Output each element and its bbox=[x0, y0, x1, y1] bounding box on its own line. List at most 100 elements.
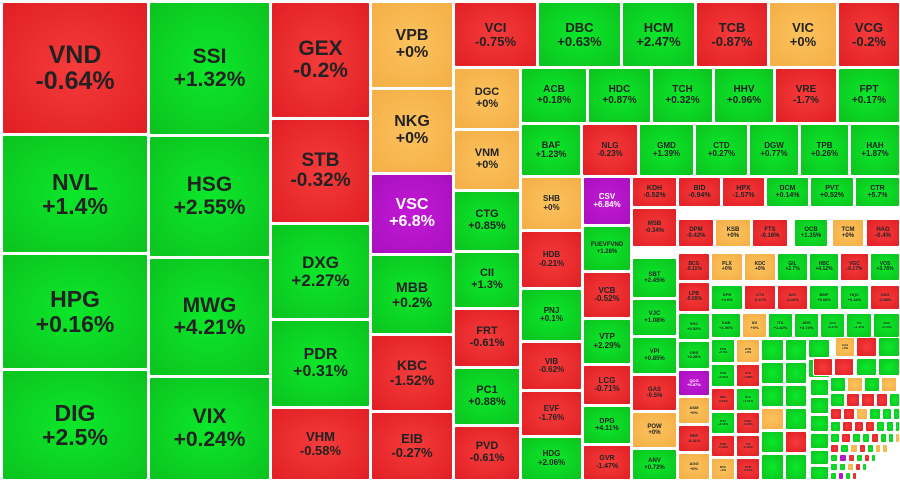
stock-tile-small[interactable] bbox=[761, 454, 784, 480]
stock-tile-small[interactable] bbox=[810, 397, 829, 414]
stock-tile-small[interactable] bbox=[810, 379, 829, 396]
stock-tile-hhv[interactable]: HHV +0.96% bbox=[714, 68, 774, 123]
stock-tile-kdc[interactable]: KDC +0% bbox=[744, 253, 776, 281]
stock-tile-vib[interactable]: VIB -0.62% bbox=[521, 342, 582, 390]
stock-tile-small[interactable] bbox=[830, 463, 838, 471]
stock-tile-drc[interactable]: DRC -0.81% bbox=[711, 388, 735, 411]
stock-tile-szc[interactable]: SZC -0.23% bbox=[777, 285, 808, 310]
stock-tile-small[interactable] bbox=[785, 385, 807, 407]
stock-tile-small[interactable] bbox=[886, 421, 894, 432]
stock-tile-gas[interactable]: GAS -0.5% bbox=[632, 375, 677, 411]
stock-tile-bcg[interactable]: BCG -0.11% bbox=[678, 253, 710, 281]
stock-tile-cng[interactable]: CNG -2.88% bbox=[870, 285, 900, 310]
stock-tile-mwg[interactable]: MWG +4.21% bbox=[149, 258, 270, 376]
stock-tile-small[interactable] bbox=[869, 408, 881, 420]
stock-tile-vgc[interactable]: VGC -0.17% bbox=[840, 253, 869, 281]
stock-tile-nkg[interactable]: NKG +0% bbox=[371, 89, 453, 173]
stock-tile-hdb[interactable]: HDB -0.21% bbox=[521, 231, 582, 288]
stock-tile-vpb[interactable]: VPB +0% bbox=[371, 2, 453, 88]
stock-tile-small[interactable] bbox=[761, 431, 784, 453]
stock-tile-small[interactable] bbox=[830, 454, 838, 462]
stock-tile-vhm[interactable]: VHM -0.58% bbox=[271, 408, 370, 480]
stock-tile-hqc[interactable]: HQC +0.44% bbox=[840, 285, 869, 310]
stock-tile-kdh[interactable]: KDH -0.52% bbox=[632, 177, 677, 207]
stock-tile-evf[interactable]: EVF -1.76% bbox=[521, 391, 582, 436]
stock-tile-small[interactable] bbox=[810, 450, 829, 465]
stock-tile-gvr[interactable]: GVR -1.47% bbox=[583, 445, 631, 480]
stock-tile-acb[interactable]: ACB +0.18% bbox=[521, 68, 587, 123]
stock-tile-small[interactable] bbox=[845, 472, 851, 480]
stock-tile-small[interactable] bbox=[856, 337, 877, 357]
stock-tile-mbb[interactable]: MBB +0.2% bbox=[371, 255, 453, 334]
stock-tile-asm[interactable]: ASM +0% bbox=[678, 397, 710, 424]
stock-tile-small[interactable] bbox=[830, 393, 845, 407]
stock-tile-small[interactable] bbox=[876, 421, 885, 432]
stock-tile-pow[interactable]: POW +0% bbox=[632, 412, 677, 448]
stock-tile-stb[interactable]: STB -0.32% bbox=[271, 119, 370, 223]
stock-tile-small[interactable] bbox=[852, 472, 857, 480]
stock-tile-small[interactable] bbox=[830, 472, 837, 480]
stock-tile-frt[interactable]: FRT -0.61% bbox=[454, 309, 520, 367]
stock-tile-dpm[interactable]: DPM -0.42% bbox=[678, 219, 714, 247]
stock-tile-plx[interactable]: PLX +0% bbox=[711, 253, 743, 281]
stock-tile-small[interactable] bbox=[854, 421, 864, 432]
stock-tile-tpb[interactable]: TPB +0.26% bbox=[800, 124, 849, 176]
stock-tile-small[interactable] bbox=[895, 421, 900, 432]
stock-tile-vix[interactable]: VIX +0.24% bbox=[149, 377, 270, 480]
stock-tile-vhc[interactable]: VHC +0.52% bbox=[678, 313, 710, 340]
stock-tile-small[interactable] bbox=[842, 421, 853, 432]
stock-tile-ocb[interactable]: OCB +1.35% bbox=[794, 219, 828, 247]
stock-tile-small[interactable] bbox=[862, 433, 870, 443]
stock-tile-gil[interactable]: GIL +2.7% bbox=[777, 253, 808, 281]
stock-tile-dpr[interactable]: DPR +2.6% bbox=[711, 285, 743, 310]
stock-tile-nt2[interactable]: NT2 +2.03% bbox=[711, 412, 735, 434]
stock-tile-vjc[interactable]: VJC +1.08% bbox=[632, 299, 677, 336]
stock-tile-agg[interactable]: AGG +0% bbox=[678, 453, 710, 480]
stock-tile-fts[interactable]: FTS -0.16% bbox=[752, 219, 788, 247]
stock-tile-cii[interactable]: CII +1.3% bbox=[454, 252, 520, 308]
stock-tile-small[interactable] bbox=[813, 358, 833, 376]
stock-tile-kbc[interactable]: KBC -1.52% bbox=[371, 335, 453, 411]
stock-tile-small[interactable] bbox=[882, 408, 892, 420]
stock-tile-hah[interactable]: HAH +1.87% bbox=[850, 124, 900, 176]
stock-tile-csv[interactable]: CSV +6.84% bbox=[583, 177, 631, 225]
stock-tile-small[interactable] bbox=[878, 358, 900, 376]
stock-tile-shb[interactable]: SHB +0% bbox=[521, 177, 582, 230]
stock-tile-small[interactable] bbox=[864, 377, 880, 392]
stock-tile-qcg[interactable]: QCG +6.87% bbox=[678, 370, 710, 396]
stock-tile-small[interactable] bbox=[850, 444, 858, 453]
stock-tile-tix[interactable]: TIX +4.47% bbox=[846, 313, 872, 338]
stock-tile-ssb[interactable]: SSB -0.46% bbox=[711, 435, 735, 457]
stock-tile-small[interactable] bbox=[830, 421, 841, 432]
stock-tile-small[interactable] bbox=[808, 339, 830, 358]
stock-tile-pan[interactable]: PAN +0.04% bbox=[711, 364, 735, 387]
stock-tile-fpt[interactable]: FPT +0.17% bbox=[838, 68, 900, 123]
stock-tile-small[interactable] bbox=[865, 421, 875, 432]
stock-tile-vsc[interactable]: VSC +6.8% bbox=[371, 174, 453, 254]
stock-tile-vcg[interactable]: VCG -0.2% bbox=[838, 2, 900, 67]
stock-tile-small[interactable] bbox=[843, 408, 855, 420]
stock-tile-small[interactable] bbox=[862, 463, 867, 471]
stock-tile-small[interactable] bbox=[881, 377, 897, 392]
stock-tile-ach[interactable]: ACH +0.47% bbox=[820, 313, 845, 338]
stock-tile-small[interactable] bbox=[882, 444, 888, 453]
stock-tile-small[interactable] bbox=[839, 463, 846, 471]
stock-tile-vpi[interactable]: VPI +0.85% bbox=[632, 337, 677, 374]
stock-tile-scr[interactable]: SCR +0.15% bbox=[873, 313, 900, 338]
stock-tile-vtp[interactable]: VTP +2.29% bbox=[583, 319, 631, 364]
stock-tile-hpg[interactable]: HPG +0.16% bbox=[2, 254, 148, 369]
stock-tile-small[interactable] bbox=[847, 377, 863, 392]
stock-tile-tcb[interactable]: TCB -0.87% bbox=[696, 2, 768, 67]
stock-tile-ssi[interactable]: SSI +1.32% bbox=[149, 2, 270, 135]
stock-tile-ors[interactable]: ORS +0.28% bbox=[678, 341, 710, 369]
stock-tile-dbc[interactable]: DBC +0.63% bbox=[538, 2, 621, 67]
stock-tile-small[interactable] bbox=[876, 393, 888, 407]
stock-tile-ctd[interactable]: CTD +0.27% bbox=[695, 124, 748, 176]
stock-tile-lpb[interactable]: LPB -0.55% bbox=[678, 282, 710, 312]
stock-tile-nvl[interactable]: NVL +1.4% bbox=[2, 135, 148, 253]
stock-tile-small[interactable] bbox=[856, 358, 877, 376]
stock-tile-pvt[interactable]: PVT +0.52% bbox=[810, 177, 854, 207]
stock-tile-small[interactable] bbox=[856, 408, 868, 420]
stock-tile-cts[interactable]: CTS -0.27% bbox=[744, 285, 776, 310]
stock-tile-ree[interactable]: REE -0.31% bbox=[678, 425, 710, 452]
